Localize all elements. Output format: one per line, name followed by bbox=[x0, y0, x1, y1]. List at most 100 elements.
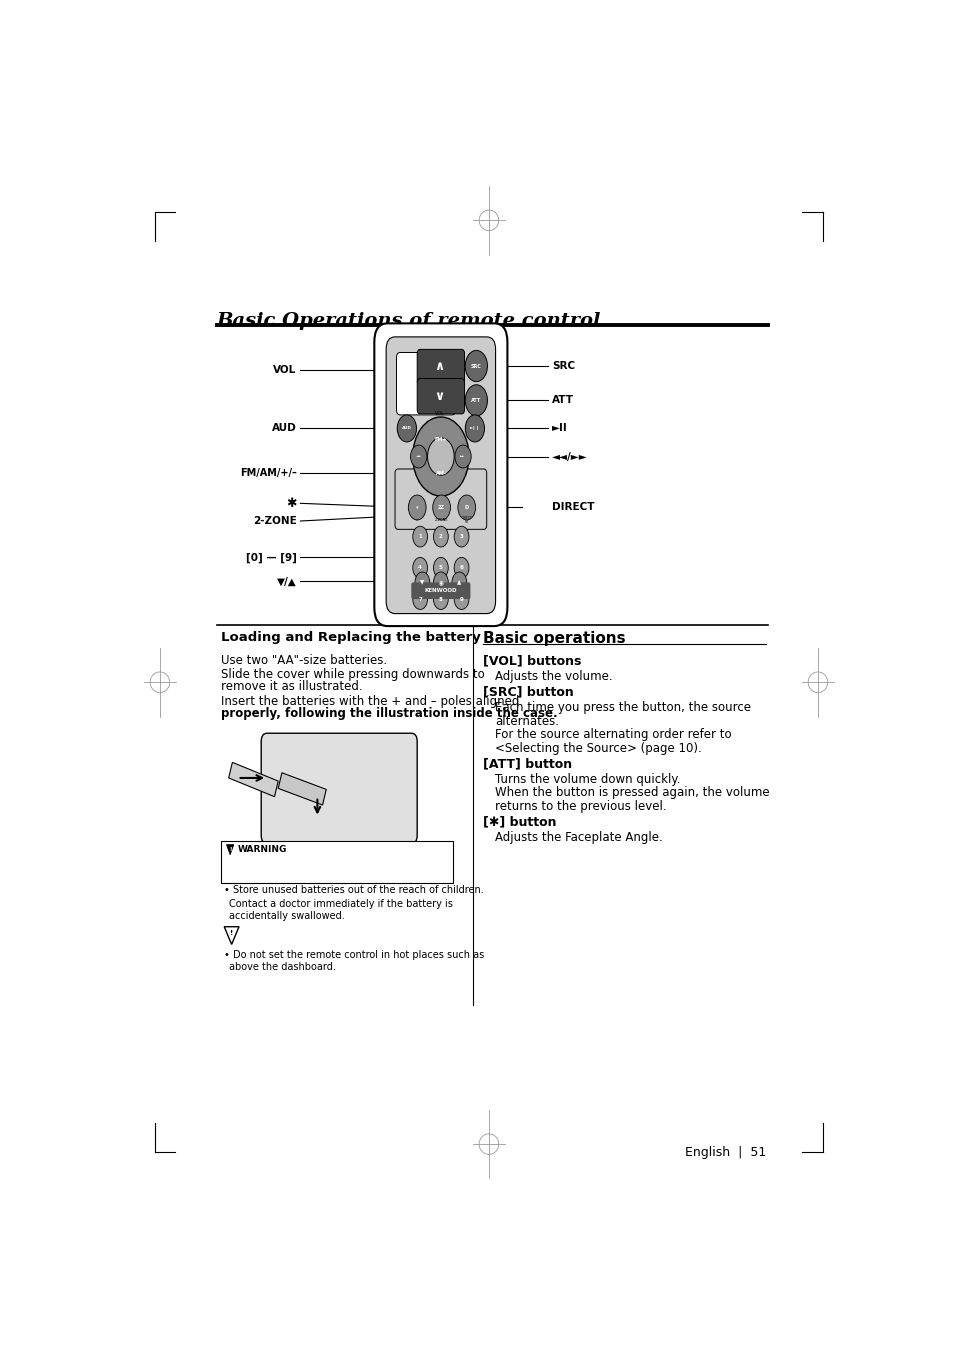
Circle shape bbox=[410, 444, 426, 467]
Text: 8: 8 bbox=[438, 597, 442, 601]
Polygon shape bbox=[278, 773, 326, 805]
FancyBboxPatch shape bbox=[386, 336, 495, 613]
Text: [✱] button: [✱] button bbox=[482, 816, 556, 828]
Text: WARNING: WARNING bbox=[237, 846, 287, 854]
Circle shape bbox=[454, 589, 469, 609]
FancyBboxPatch shape bbox=[261, 734, 416, 843]
Text: remove it as illustrated.: remove it as illustrated. bbox=[220, 680, 362, 693]
Text: above the dashboard.: above the dashboard. bbox=[229, 962, 335, 973]
Text: When the button is pressed again, the volume: When the button is pressed again, the vo… bbox=[495, 786, 769, 800]
Text: SRC: SRC bbox=[551, 361, 575, 372]
Circle shape bbox=[457, 494, 476, 520]
Text: *: * bbox=[416, 505, 418, 509]
FancyBboxPatch shape bbox=[395, 469, 486, 530]
Text: 2-ZONE: 2-ZONE bbox=[253, 516, 296, 526]
Text: ▼: ▼ bbox=[420, 580, 424, 585]
Text: ◄◄/►►: ◄◄/►► bbox=[551, 451, 587, 462]
FancyBboxPatch shape bbox=[411, 582, 470, 598]
FancyBboxPatch shape bbox=[374, 323, 507, 626]
Text: Contact a doctor immediately if the battery is: Contact a doctor immediately if the batt… bbox=[229, 898, 452, 909]
Text: VOL: VOL bbox=[274, 365, 296, 376]
FancyBboxPatch shape bbox=[416, 350, 464, 385]
Text: ▲: ▲ bbox=[456, 580, 461, 585]
Text: D: D bbox=[464, 505, 468, 509]
Text: Basic Operations of remote control: Basic Operations of remote control bbox=[216, 312, 600, 330]
Text: VOL: VOL bbox=[434, 411, 444, 416]
Text: 2-ZONE: 2-ZONE bbox=[435, 517, 448, 521]
Circle shape bbox=[413, 417, 469, 496]
Text: 1: 1 bbox=[417, 534, 421, 539]
Text: 2: 2 bbox=[438, 534, 442, 539]
Text: KENWOOD: KENWOOD bbox=[424, 588, 456, 593]
Circle shape bbox=[427, 438, 454, 476]
Circle shape bbox=[465, 350, 487, 381]
Text: 4: 4 bbox=[417, 565, 421, 570]
Text: ✱: ✱ bbox=[286, 497, 296, 509]
Text: DIRECT: DIRECT bbox=[551, 503, 594, 512]
Text: 5: 5 bbox=[438, 565, 442, 570]
Text: ►II: ►II bbox=[551, 423, 567, 434]
Circle shape bbox=[433, 494, 450, 520]
Circle shape bbox=[433, 571, 448, 593]
Bar bbox=[220, 842, 453, 884]
Circle shape bbox=[415, 571, 429, 593]
Circle shape bbox=[454, 558, 469, 578]
FancyBboxPatch shape bbox=[416, 378, 464, 413]
Text: Turns the volume down quickly.: Turns the volume down quickly. bbox=[495, 773, 679, 786]
Text: *: * bbox=[416, 517, 417, 521]
FancyBboxPatch shape bbox=[396, 353, 456, 415]
Text: 2Z: 2Z bbox=[437, 505, 445, 509]
Text: FM+: FM+ bbox=[435, 438, 447, 442]
Text: !: ! bbox=[230, 929, 233, 936]
Text: AUD: AUD bbox=[401, 427, 412, 431]
Circle shape bbox=[465, 385, 487, 416]
Circle shape bbox=[465, 415, 484, 442]
Circle shape bbox=[454, 526, 469, 547]
Circle shape bbox=[413, 589, 427, 609]
Circle shape bbox=[396, 415, 416, 442]
Text: 6: 6 bbox=[459, 565, 463, 570]
Text: English  |  51: English | 51 bbox=[684, 1146, 765, 1159]
Polygon shape bbox=[224, 927, 239, 944]
Text: Loading and Replacing the battery: Loading and Replacing the battery bbox=[220, 631, 479, 644]
Text: alternates.: alternates. bbox=[495, 715, 558, 727]
Polygon shape bbox=[229, 762, 278, 797]
Text: 9: 9 bbox=[459, 597, 463, 601]
Text: ◄◄: ◄◄ bbox=[416, 454, 421, 458]
Text: 3: 3 bbox=[459, 534, 463, 539]
Text: [VOL] buttons: [VOL] buttons bbox=[482, 654, 580, 667]
Text: 7: 7 bbox=[417, 597, 421, 601]
Text: Slide the cover while pressing downwards to: Slide the cover while pressing downwards… bbox=[220, 667, 484, 681]
Text: Adjusts the Faceplate Angle.: Adjusts the Faceplate Angle. bbox=[495, 831, 662, 844]
Text: • Do not set the remote control in hot places such as: • Do not set the remote control in hot p… bbox=[224, 950, 484, 959]
Text: • Store unused batteries out of the reach of children.: • Store unused batteries out of the reac… bbox=[224, 885, 483, 896]
Circle shape bbox=[455, 444, 471, 467]
Text: ATT: ATT bbox=[551, 396, 573, 405]
Text: returns to the previous level.: returns to the previous level. bbox=[495, 800, 666, 813]
Text: ►►: ►► bbox=[459, 454, 465, 458]
Circle shape bbox=[408, 494, 426, 520]
Text: [0] — [9]: [0] — [9] bbox=[246, 553, 296, 562]
Circle shape bbox=[452, 571, 466, 593]
Text: Each time you press the button, the source: Each time you press the button, the sour… bbox=[495, 701, 750, 713]
Text: Use two "AA"-size batteries.: Use two "AA"-size batteries. bbox=[220, 654, 386, 667]
Text: Adjusts the volume.: Adjusts the volume. bbox=[495, 670, 612, 682]
Circle shape bbox=[433, 589, 448, 609]
Text: [ATT] button: [ATT] button bbox=[482, 757, 572, 770]
Text: ATT: ATT bbox=[471, 397, 481, 403]
Text: accidentally swallowed.: accidentally swallowed. bbox=[229, 911, 344, 921]
Text: For the source alternating order refer to: For the source alternating order refer t… bbox=[495, 728, 731, 742]
Text: ▼/▲: ▼/▲ bbox=[276, 577, 296, 586]
Text: AUD: AUD bbox=[272, 423, 296, 434]
Text: DIRECT
OK: DIRECT OK bbox=[461, 516, 472, 524]
Text: ◉: ◉ bbox=[438, 580, 443, 585]
Text: properly, following the illustration inside the case.: properly, following the illustration ins… bbox=[220, 707, 557, 720]
Circle shape bbox=[433, 558, 448, 578]
Text: AM-: AM- bbox=[435, 470, 446, 476]
Circle shape bbox=[413, 526, 427, 547]
Circle shape bbox=[433, 526, 448, 547]
Text: [SRC] button: [SRC] button bbox=[482, 685, 573, 698]
Text: <Selecting the Source> (page 10).: <Selecting the Source> (page 10). bbox=[495, 742, 700, 755]
Text: ►❙❙: ►❙❙ bbox=[469, 427, 479, 431]
Circle shape bbox=[413, 558, 427, 578]
